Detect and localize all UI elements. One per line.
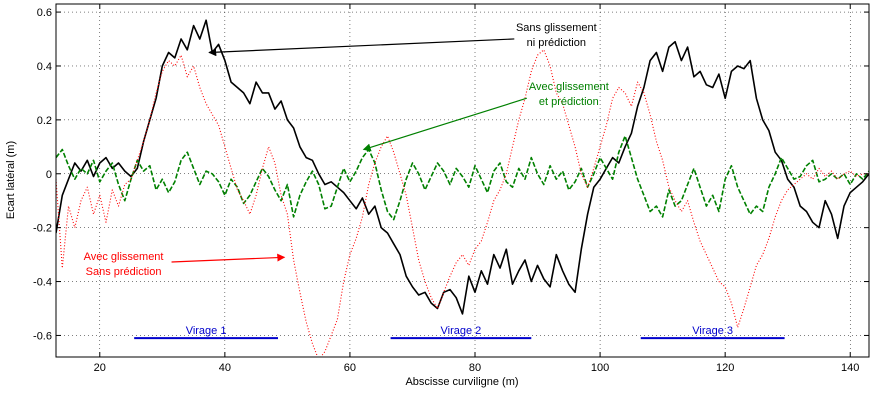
x-tick-label: 20 xyxy=(94,362,106,374)
axis-ticks: 20 40 60 80 100 120 140 -0.6 -0.4 -0.2 0 0.2 0.4 0.6 xyxy=(33,4,869,374)
annotation-avec-glissement-prediction-arrow xyxy=(362,97,527,152)
y-tick-label: 0.6 xyxy=(37,7,52,19)
annotation-sans-glissement-text: ni prédiction xyxy=(527,37,586,49)
series-group xyxy=(56,19,869,357)
virage-3-label: Virage 3 xyxy=(692,325,733,337)
annotation-avec-glissement-sans-prediction-text: Sans prédiction xyxy=(86,266,162,278)
y-tick-label: 0.4 xyxy=(37,61,52,73)
x-tick-label: 140 xyxy=(841,362,859,374)
x-axis-label: Abscisse curviligne (m) xyxy=(405,376,518,388)
series-line-avec-glissement-sans-prediction xyxy=(56,49,869,357)
x-tick-label: 80 xyxy=(469,362,481,374)
series-line-avec-glissement-prediction xyxy=(56,135,869,221)
plot-frame xyxy=(55,3,870,358)
x-tick-label: 100 xyxy=(591,362,609,374)
annotations: Sans glissement ni prédiction Avec glissem… xyxy=(84,22,609,278)
annotation-avec-glissement-prediction-text: et prédiction xyxy=(539,96,599,108)
series-line-sans-glissement xyxy=(56,19,869,315)
virage-2-label: Virage 2 xyxy=(441,325,482,337)
x-tick-label: 60 xyxy=(344,362,356,374)
x-tick-label: 120 xyxy=(716,362,734,374)
annotation-sans-glissement-text: Sans glissement xyxy=(516,22,597,34)
y-tick-label: 0.2 xyxy=(37,115,52,127)
annotation-avec-glissement-sans-prediction-text: Avec glissement xyxy=(84,251,164,263)
annotation-sans-glissement-arrow xyxy=(208,38,515,57)
virage-1-label: Virage 1 xyxy=(186,325,227,337)
y-tick-label: -0.2 xyxy=(33,223,52,235)
x-tick-label: 40 xyxy=(219,362,231,374)
y-tick-label: -0.4 xyxy=(33,277,52,289)
virage-regions: Virage 1 Virage 2 Virage 3 xyxy=(134,325,785,340)
y-tick-label: -0.6 xyxy=(33,330,52,342)
annotation-avec-glissement-sans-prediction-arrow xyxy=(171,253,286,263)
grid xyxy=(56,4,869,357)
annotation-avec-glissement-prediction-text: Avec glissement xyxy=(529,81,609,93)
y-tick-label: 0 xyxy=(46,169,52,181)
y-axis-label: Ecart latéral (m) xyxy=(5,141,17,219)
